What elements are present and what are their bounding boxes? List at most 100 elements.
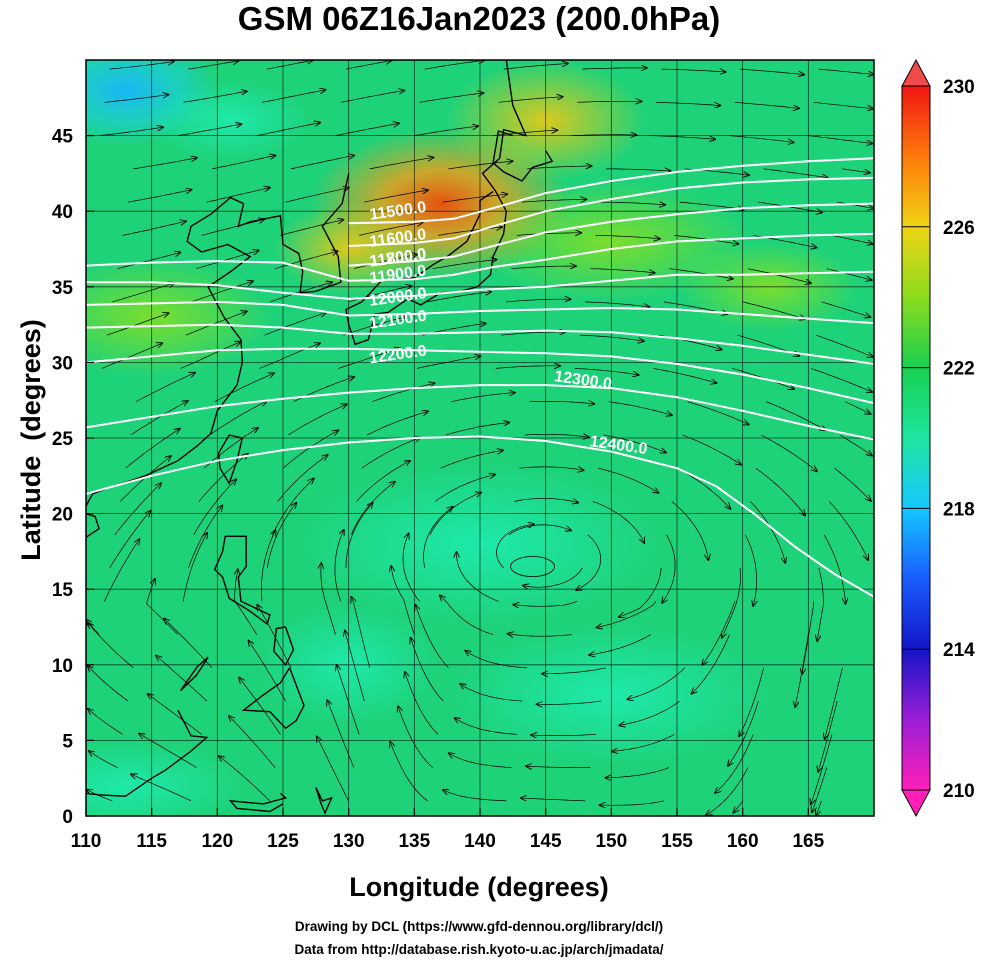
anticyclone-loop [510, 556, 555, 577]
wind-streamline [135, 373, 195, 403]
wind-streamline [739, 667, 765, 736]
wind-streamline [272, 479, 314, 535]
wind-streamline [503, 64, 568, 70]
wind-streamline [321, 563, 336, 635]
wind-streamline [465, 651, 528, 669]
wind-streamline [495, 366, 560, 369]
wind-streamline [837, 201, 873, 208]
wind-streamline [455, 718, 517, 735]
wind-streamline [146, 579, 179, 635]
contour-line [86, 323, 874, 365]
wind-streamline [521, 199, 586, 202]
wind-streamline [414, 126, 478, 136]
colorbar-max-triangle [901, 58, 931, 87]
wind-streamline [437, 227, 502, 236]
wind-streamline [844, 401, 871, 414]
wind-streamline [729, 135, 794, 143]
wind-streamline [209, 401, 267, 436]
wind-streamline [285, 188, 349, 203]
colorbar-tick-label: 226 [943, 218, 975, 239]
coastline [241, 667, 305, 730]
wind-streamline [669, 268, 733, 279]
wind-streamline [702, 601, 736, 665]
x-tick-label: 135 [398, 831, 430, 852]
wind-streamline [825, 667, 843, 739]
wind-streamline [627, 667, 686, 700]
y-tick-label: 40 [52, 202, 73, 223]
wind-streamline [259, 343, 320, 369]
wind-streamline [739, 68, 804, 75]
wind-streamline [692, 634, 730, 694]
wind-streamline [229, 716, 276, 768]
wind-streamline [277, 455, 328, 502]
wind-streamline [662, 534, 676, 603]
wind-streamline [398, 706, 433, 768]
wind-streamline [734, 101, 799, 108]
wind-streamline [802, 601, 814, 674]
wind-streamline [356, 461, 411, 502]
wind-streamline [109, 62, 174, 70]
wind-streamline [340, 90, 405, 103]
wind-streamline [364, 190, 428, 203]
wind-streamline [440, 595, 494, 635]
wind-streamline [603, 434, 666, 453]
wind-streamline [390, 742, 428, 802]
x-tick-label: 130 [333, 831, 365, 852]
wind-streamline [148, 694, 202, 735]
wind-streamline [117, 252, 181, 270]
wind-streamline [196, 251, 258, 270]
wind-streamline [274, 251, 338, 270]
wind-streamline [256, 123, 320, 136]
wind-streamline [432, 260, 497, 270]
wind-streamline [839, 434, 872, 456]
wind-streamline [327, 700, 355, 768]
wind-streamline [542, 667, 607, 674]
wind-streamline [267, 60, 312, 70]
colorbar-tick-label: 230 [943, 77, 975, 98]
wind-streamline [650, 135, 715, 140]
y-tick-label: 35 [52, 278, 74, 299]
wind-streamline [334, 530, 344, 602]
wind-streamline [816, 800, 822, 816]
y-tick-label: 0 [62, 807, 73, 828]
wind-streamline [742, 301, 806, 319]
wind-streamline [391, 566, 415, 635]
wind-streamline [112, 283, 174, 303]
wind-streamline [193, 479, 237, 535]
colorbar-ticks: 210 214 218 222 226 230 [902, 77, 975, 802]
wind-streamline [109, 511, 151, 569]
wind-streamline [345, 61, 391, 70]
wind-streamline [508, 634, 572, 637]
wind-streamline [249, 641, 286, 702]
colorbar: 210 214 218 222 226 230 [901, 58, 975, 818]
wind-streamline [755, 467, 805, 515]
wind-streamline [523, 567, 583, 587]
wind-streamline [423, 507, 453, 569]
contour-line [86, 300, 874, 325]
wind-streamline [435, 475, 495, 502]
chart-title: GSM 06Z16Jan2023 (200.0hPa) [238, 0, 720, 37]
wind-streamline [766, 401, 825, 431]
wind-streamline [508, 524, 571, 536]
wind-streamline [372, 383, 434, 403]
plot-area: 11500.011600.011700.011800.011900.012000… [86, 60, 874, 816]
wind-streamline [574, 368, 639, 375]
wind-streamline [185, 311, 247, 336]
y-tick-label: 5 [62, 731, 73, 752]
wind-streamline [818, 68, 874, 74]
wind-streamline [521, 798, 586, 801]
wind-streamline [842, 168, 870, 173]
wind-streamline [239, 678, 281, 735]
wind-streamline [288, 404, 347, 436]
y-tick-label: 30 [52, 353, 73, 374]
wind-streamline [493, 130, 557, 136]
wind-streamline [343, 317, 405, 336]
wind-streamline [826, 268, 872, 280]
wind-streamline [290, 155, 354, 170]
wind-streamline [529, 401, 594, 404]
wind-streamline [337, 665, 360, 735]
y-tick-label: 25 [52, 429, 74, 450]
coastline [228, 792, 288, 813]
wind-streamline [744, 534, 756, 606]
wind-streamline [201, 219, 265, 236]
